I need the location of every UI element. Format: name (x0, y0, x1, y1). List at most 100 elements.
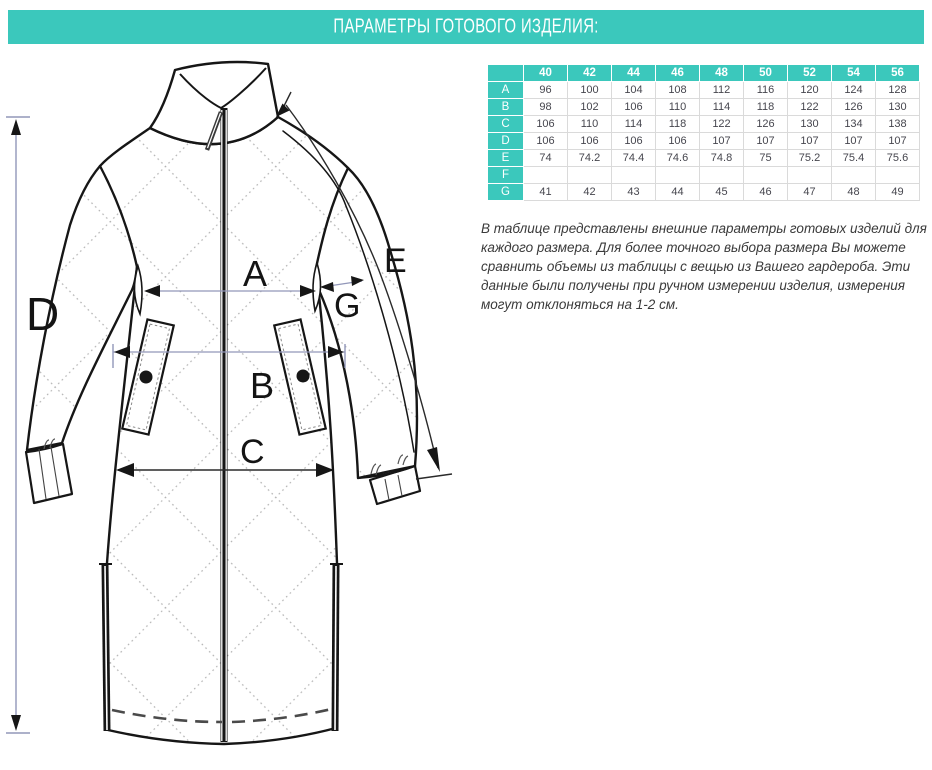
size-value-cell: 107 (831, 132, 876, 150)
size-value-cell: 45 (699, 183, 744, 201)
size-value-cell: 42 (567, 183, 612, 201)
dimension-d: D (6, 116, 59, 734)
left-pocket (120, 318, 176, 436)
size-value-cell: 130 (875, 98, 920, 116)
size-row-label: E (487, 149, 524, 167)
quilting-pattern (27, 117, 418, 744)
size-value-cell: 107 (787, 132, 832, 150)
size-value-cell: 74.6 (655, 149, 700, 167)
size-value-cell (567, 166, 612, 184)
size-value-cell: 107 (875, 132, 920, 150)
size-value-cell: 106 (611, 98, 656, 116)
dimension-e: E (276, 91, 453, 480)
size-value-cell: 122 (699, 115, 744, 133)
size-value-cell (787, 166, 832, 184)
size-row-label: C (487, 115, 524, 133)
size-value-cell: 41 (523, 183, 568, 201)
size-value-cell: 118 (655, 115, 700, 133)
right-cuff (357, 454, 422, 506)
size-value-cell: 106 (523, 132, 568, 150)
size-value-cell (611, 166, 656, 184)
coat-outline (25, 115, 419, 746)
size-value-cell: 43 (611, 183, 656, 201)
label-a: A (243, 253, 267, 294)
size-table-corner-cell (487, 64, 524, 82)
size-value-cell: 102 (567, 98, 612, 116)
size-column-header: 42 (567, 64, 612, 82)
size-value-cell: 75.2 (787, 149, 832, 167)
dimension-a: A (144, 253, 316, 297)
section-header: ПАРАМЕТРЫ ГОТОВОГО ИЗДЕЛИЯ: (8, 10, 924, 44)
size-value-cell: 74.2 (567, 149, 612, 167)
size-value-cell: 106 (611, 132, 656, 150)
size-value-cell: 118 (743, 98, 788, 116)
gather-ticks (43, 438, 56, 450)
size-value-cell: 47 (787, 183, 832, 201)
size-column-header: 56 (875, 64, 920, 82)
size-row-label: F (487, 166, 524, 184)
size-table-row: E 74 74.2 74.4 74.6 74.8 75 75.2 75.4 75.6 (487, 149, 920, 167)
dimension-g: G (320, 276, 364, 325)
size-value-cell (743, 166, 788, 184)
label-g: G (334, 287, 360, 325)
size-table-row: C 106 110 114 118 122 126 130 134 138 (487, 115, 920, 133)
coat-technical-drawing: D A G B C (6, 60, 453, 746)
right-pocket (272, 318, 328, 436)
size-value-cell: 74 (523, 149, 568, 167)
size-value-cell: 48 (831, 183, 876, 201)
zipper (204, 108, 228, 742)
size-value-cell: 107 (743, 132, 788, 150)
sleeve-seam-line (282, 130, 415, 453)
left-cuff (24, 438, 74, 505)
size-column-header: 48 (699, 64, 744, 82)
size-table-row: G 41 42 43 44 45 46 47 48 49 (487, 183, 920, 201)
size-value-cell: 114 (611, 115, 656, 133)
size-value-cell: 112 (699, 81, 744, 99)
size-value-cell: 44 (655, 183, 700, 201)
size-value-cell: 74.8 (699, 149, 744, 167)
size-row-label: B (487, 98, 524, 116)
size-row-label: D (487, 132, 524, 150)
size-value-cell (875, 166, 920, 184)
size-value-cell: 122 (787, 98, 832, 116)
size-table-body: A 96 100 104 108 112 116 120 124 128 B 98 102 106 110 1… (487, 81, 920, 201)
gather-ticks (370, 454, 409, 476)
size-value-cell: 106 (655, 132, 700, 150)
hem-stitch-line (111, 706, 337, 724)
size-column-header: 40 (523, 64, 568, 82)
pocket-button (296, 369, 310, 383)
size-value-cell: 110 (655, 98, 700, 116)
label-e: E (384, 242, 407, 280)
size-value-cell: 106 (523, 115, 568, 133)
size-value-cell: 116 (743, 81, 788, 99)
size-value-cell: 124 (831, 81, 876, 99)
size-description: В таблице представлены внешние параметры… (481, 221, 927, 312)
size-value-cell: 75 (743, 149, 788, 167)
size-value-cell: 75.4 (831, 149, 876, 167)
size-value-cell: 110 (567, 115, 612, 133)
label-b: B (250, 365, 274, 406)
size-row-label: A (487, 81, 524, 99)
size-value-cell: 49 (875, 183, 920, 201)
pocket-button (139, 370, 153, 384)
size-value-cell: 75.6 (875, 149, 920, 167)
size-value-cell: 128 (875, 81, 920, 99)
size-column-header: 44 (611, 64, 656, 82)
size-value-cell: 46 (743, 183, 788, 201)
hem-details (99, 563, 343, 732)
size-column-header: 52 (787, 64, 832, 82)
size-value-cell: 106 (567, 132, 612, 150)
size-table-row: F (487, 166, 920, 184)
size-table-row: D 106 106 106 106 107 107 107 107 107 (487, 132, 920, 150)
size-value-cell (831, 166, 876, 184)
size-value-cell: 134 (831, 115, 876, 133)
size-value-cell (523, 166, 568, 184)
size-table-head: 40 42 44 46 48 50 52 54 56 (487, 64, 920, 82)
size-value-cell: 98 (523, 98, 568, 116)
size-value-cell: 96 (523, 81, 568, 99)
size-value-cell: 130 (787, 115, 832, 133)
size-value-cell: 126 (831, 98, 876, 116)
size-table: 40 42 44 46 48 50 52 54 56 A 96 100 104 108 112 116 120… (487, 64, 920, 201)
label-d: D (26, 288, 59, 340)
section-title: ПАРАМЕТРЫ ГОТОВОГО ИЗДЕЛИЯ: (333, 15, 599, 38)
